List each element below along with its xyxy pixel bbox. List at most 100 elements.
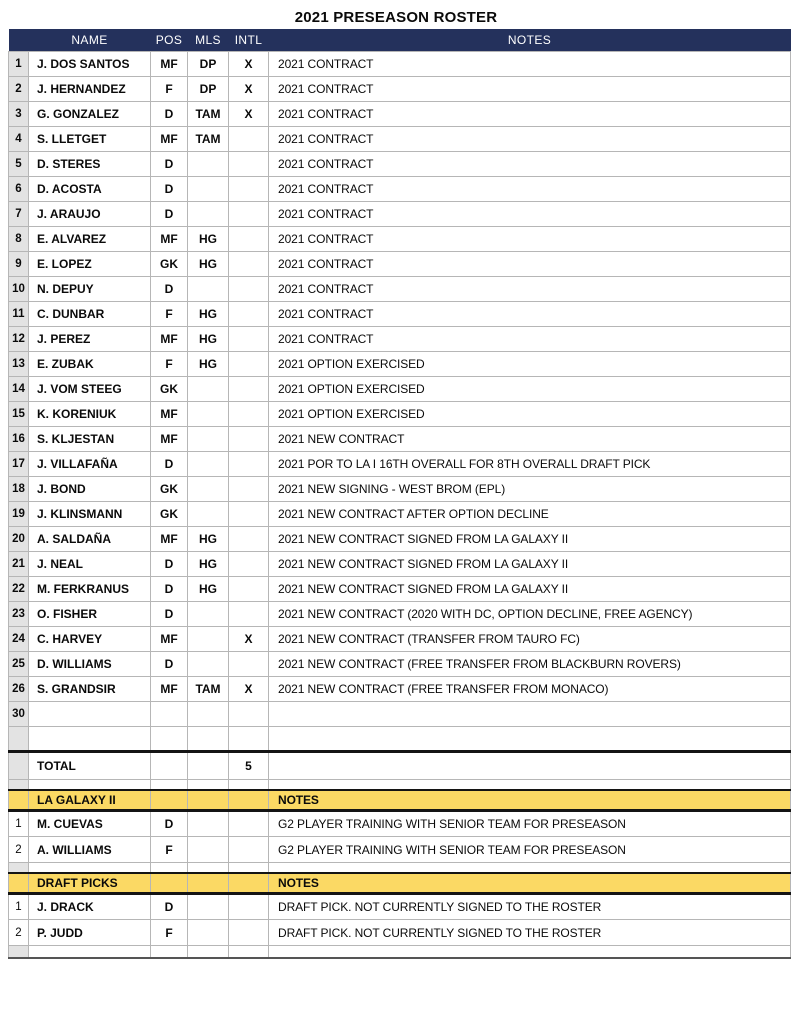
intl-cell	[228, 893, 269, 920]
mls-cell: TAM	[187, 676, 229, 702]
name-cell	[28, 726, 151, 752]
notes-cell	[268, 701, 791, 727]
table-row: 6 D. ACOSTA D 2021 CONTRACT	[8, 176, 791, 202]
header-row: NAME POS MLS INTL NOTES	[8, 29, 791, 52]
pos-cell: F	[150, 836, 188, 863]
row-number-cell: 30	[8, 701, 29, 727]
table-row: 4 S. LLETGET MF TAM 2021 CONTRACT	[8, 126, 791, 152]
table-row: 14 J. VOM STEEG GK 2021 OPTION EXERCISED	[8, 376, 791, 402]
pos-cell: D	[150, 176, 188, 202]
row-number-cell	[8, 862, 29, 873]
mls-cell	[187, 176, 229, 202]
name-cell: A. SALDAÑA	[28, 526, 151, 552]
name-cell: E. ALVAREZ	[28, 226, 151, 252]
mls-cell	[187, 893, 229, 920]
mls-cell: HG	[187, 251, 229, 277]
intl-cell	[228, 201, 269, 227]
pos-cell	[150, 788, 188, 812]
row-number-cell: 1	[8, 893, 29, 920]
name-cell: D. STERES	[28, 151, 151, 177]
notes-cell: 2021 NEW CONTRACT SIGNED FROM LA GALAXY …	[268, 576, 791, 602]
table-row: 21 J. NEAL D HG 2021 NEW CONTRACT SIGNED FRO…	[8, 551, 791, 577]
pos-cell	[150, 726, 188, 752]
intl-cell	[228, 651, 269, 677]
mls-cell	[187, 701, 229, 727]
name-cell: S. GRANDSIR	[28, 676, 151, 702]
name-cell: J. HERNANDEZ	[28, 76, 151, 102]
mls-cell	[187, 726, 229, 752]
mls-cell	[187, 779, 229, 790]
row-number-cell: 16	[8, 426, 29, 452]
intl-cell: X	[228, 626, 269, 652]
mls-cell: DP	[187, 76, 229, 102]
header-cell-intl: INTL	[228, 29, 269, 52]
notes-cell: 2021 POR TO LA I 16TH OVERALL FOR 8TH OV…	[268, 451, 791, 477]
mls-cell: HG	[187, 576, 229, 602]
pos-cell: MF	[150, 226, 188, 252]
notes-cell: 2021 OPTION EXERCISED	[268, 401, 791, 427]
header-cell-name: NAME	[28, 29, 151, 52]
intl-cell	[228, 251, 269, 277]
roster-table-header: NAME POS MLS INTL NOTES	[8, 29, 791, 52]
pos-cell: MF	[150, 526, 188, 552]
notes-cell: 2021 NEW CONTRACT (FREE TRANSFER FROM BL…	[268, 651, 791, 677]
row-number-cell: 17	[8, 451, 29, 477]
notes-cell: DRAFT PICK. NOT CURRENTLY SIGNED TO THE …	[268, 919, 791, 946]
row-number-cell: 7	[8, 201, 29, 227]
row-number-cell: 24	[8, 626, 29, 652]
section-header-row: LA GALAXY II NOTES	[8, 788, 791, 812]
table-row: 19 J. KLINSMANN GK 2021 NEW CONTRACT AFTER …	[8, 501, 791, 527]
intl-cell	[228, 426, 269, 452]
intl-cell	[228, 451, 269, 477]
name-cell: O. FISHER	[28, 601, 151, 627]
name-cell: LA GALAXY II	[28, 788, 151, 812]
mls-cell: DP	[187, 51, 229, 77]
intl-cell	[228, 401, 269, 427]
name-cell: M. CUEVAS	[28, 810, 151, 837]
row-number-cell: 2	[8, 919, 29, 946]
name-cell: A. WILLIAMS	[28, 836, 151, 863]
table-row: 3 G. GONZALEZ D TAM X 2021 CONTRACT	[8, 101, 791, 127]
intl-cell	[228, 919, 269, 946]
notes-cell: 2021 CONTRACT	[268, 201, 791, 227]
mls-cell: TAM	[187, 126, 229, 152]
header-cell-notes: NOTES	[268, 29, 791, 52]
mls-cell: HG	[187, 226, 229, 252]
intl-cell	[228, 376, 269, 402]
intl-cell	[228, 151, 269, 177]
notes-cell: 2021 CONTRACT	[268, 151, 791, 177]
name-cell: N. DEPUY	[28, 276, 151, 302]
table-row: 12 J. PEREZ MF HG 2021 CONTRACT	[8, 326, 791, 352]
intl-cell	[228, 276, 269, 302]
mls-cell	[187, 836, 229, 863]
row-number-cell	[8, 779, 29, 790]
pos-cell: MF	[150, 626, 188, 652]
row-number-cell: 19	[8, 501, 29, 527]
pos-cell: D	[150, 101, 188, 127]
name-cell: D. ACOSTA	[28, 176, 151, 202]
notes-cell: 2021 NEW CONTRACT (TRANSFER FROM TAURO F…	[268, 626, 791, 652]
row-number-cell: 26	[8, 676, 29, 702]
row-number-cell: 2	[8, 76, 29, 102]
name-cell	[28, 701, 151, 727]
notes-cell: 2021 NEW CONTRACT (2020 WITH DC, OPTION …	[268, 601, 791, 627]
table-row: 2 A. WILLIAMS F G2 PLAYER TRAINING WITH SEN…	[8, 836, 791, 863]
intl-cell	[228, 601, 269, 627]
mls-cell: HG	[187, 551, 229, 577]
pos-cell: MF	[150, 326, 188, 352]
pos-cell: F	[150, 351, 188, 377]
row-number-cell: 9	[8, 251, 29, 277]
intl-cell	[228, 726, 269, 752]
mls-cell	[187, 788, 229, 812]
table-row: 5 D. STERES D 2021 CONTRACT	[8, 151, 791, 177]
notes-cell: 2021 CONTRACT	[268, 226, 791, 252]
name-cell: J. PEREZ	[28, 326, 151, 352]
intl-cell: X	[228, 676, 269, 702]
mls-cell	[187, 750, 229, 780]
mls-cell	[187, 501, 229, 527]
notes-cell: 2021 NEW CONTRACT	[268, 426, 791, 452]
notes-cell: NOTES	[268, 871, 791, 895]
name-cell: C. DUNBAR	[28, 301, 151, 327]
intl-cell: X	[228, 76, 269, 102]
